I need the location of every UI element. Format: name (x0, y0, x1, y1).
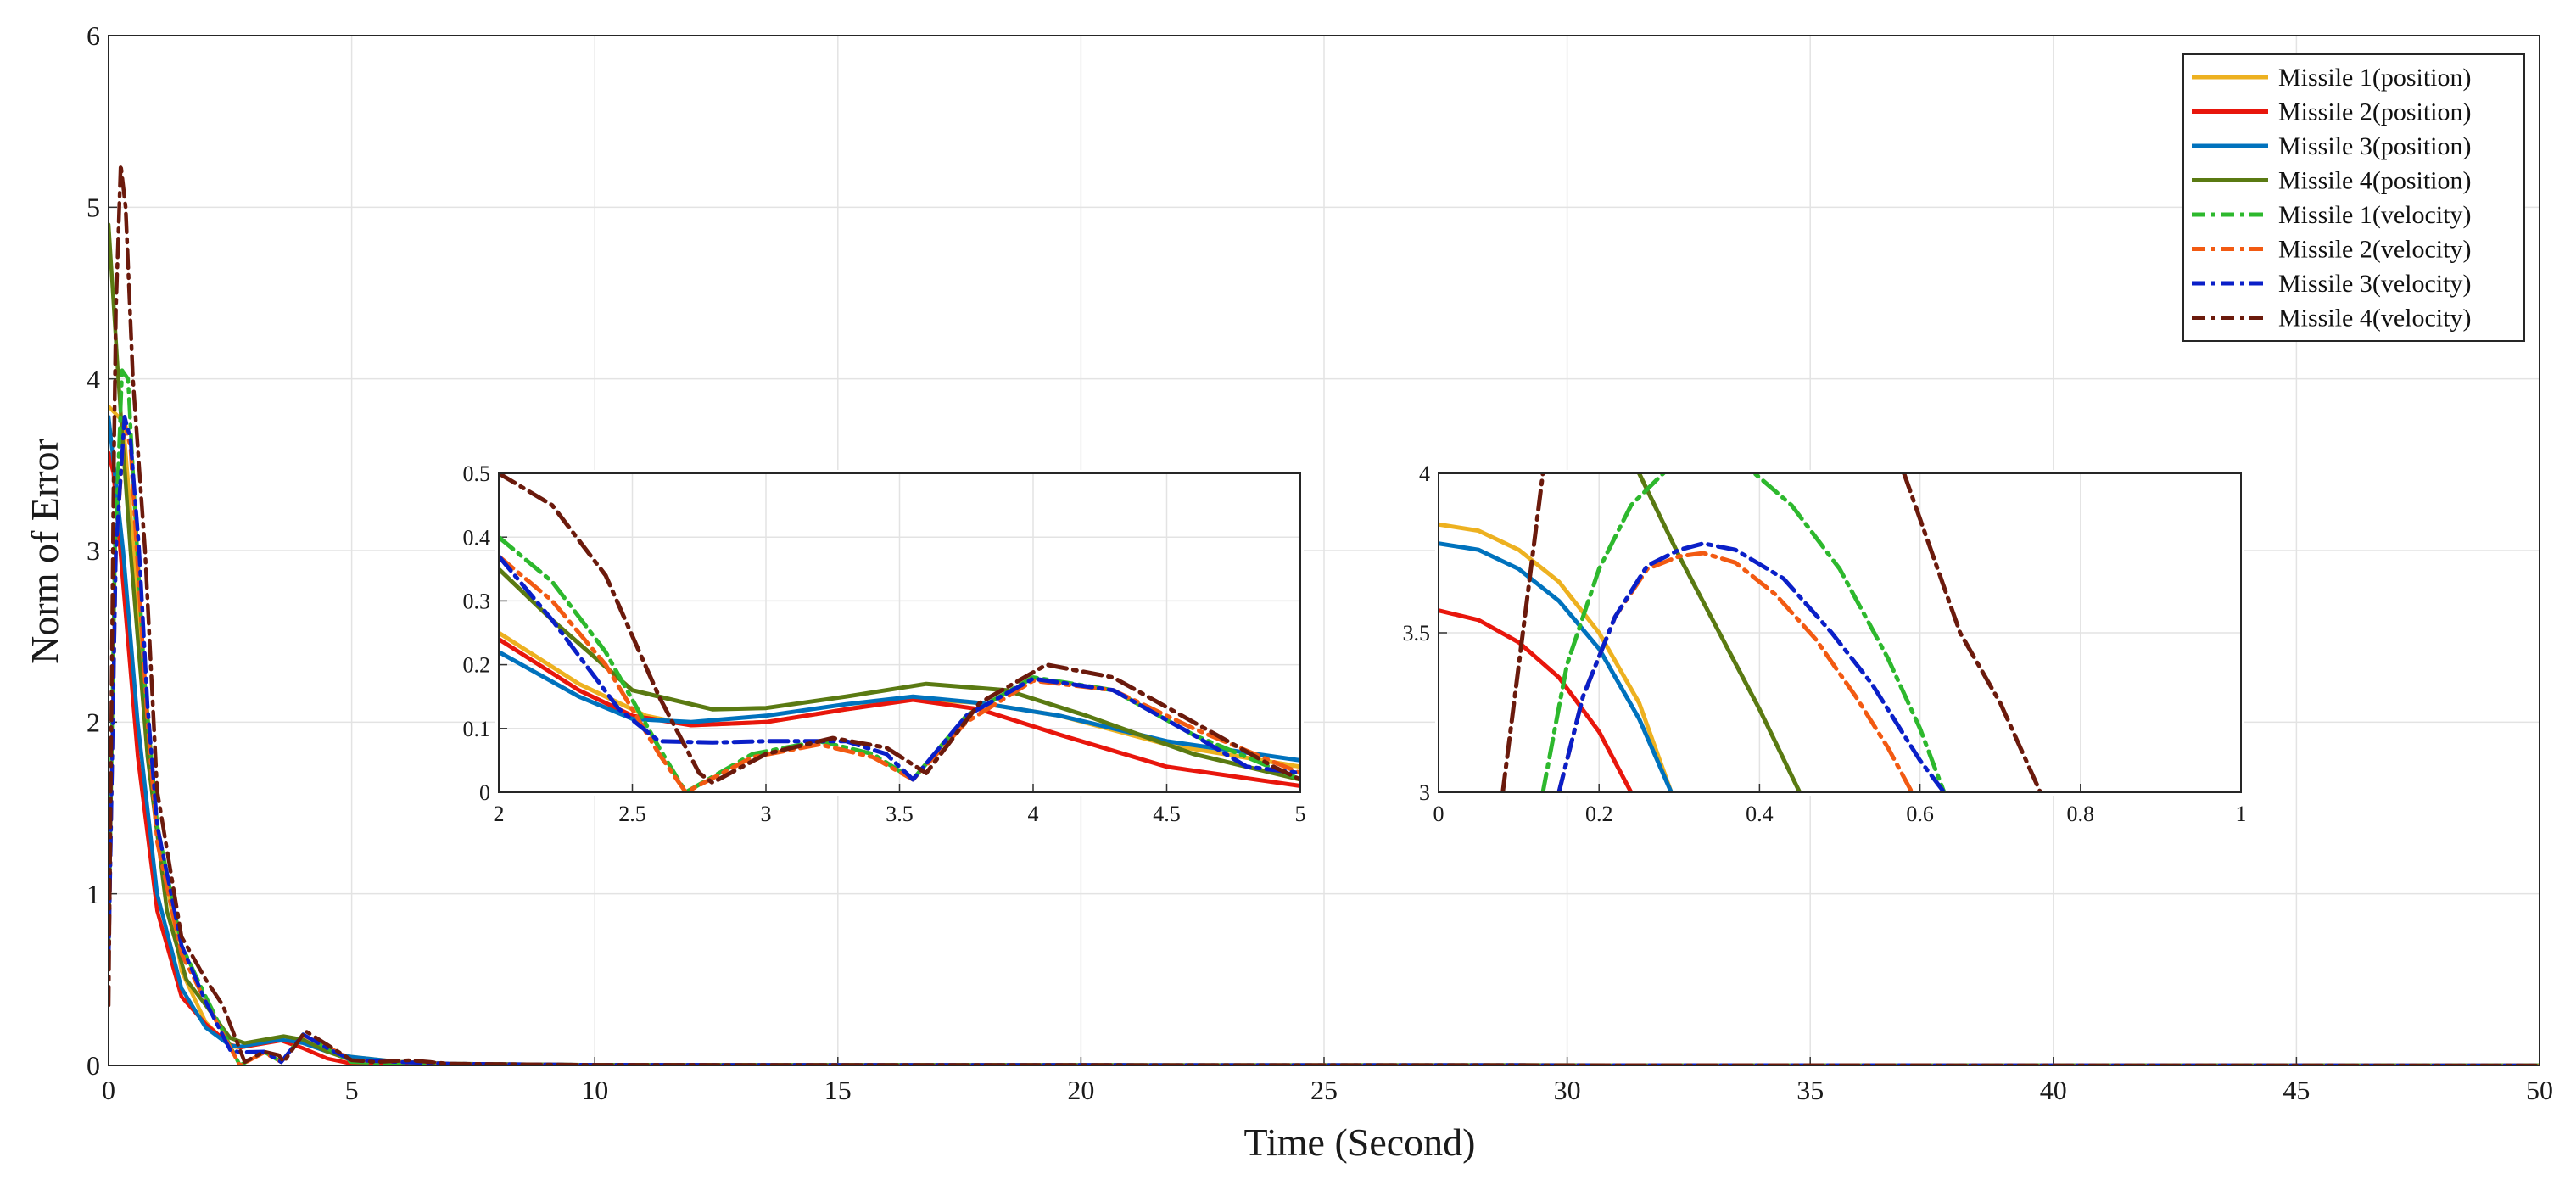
inset-1-series-line-8 (1500, 473, 1545, 792)
inset-0-x-tick-label: 2 (494, 802, 505, 826)
inset-0-series-line-2 (499, 637, 1300, 788)
legend-label: Missile 3(velocity) (2278, 270, 2471, 298)
inset-0-y-tick-label: 0 (479, 780, 490, 805)
inset-0-y-tick-label: 0.2 (463, 653, 491, 678)
inset-0-y-tick-label: 0.1 (463, 717, 491, 741)
x-axis-label: Time (Second) (1243, 1121, 1475, 1164)
inset-0-y-tick-label: 0.3 (463, 590, 491, 614)
inset-0-x-tick-label: 4.5 (1153, 802, 1181, 826)
main-x-tick-label: 45 (2283, 1075, 2310, 1105)
main-x-tick-label: 30 (1554, 1075, 1581, 1105)
inset-1-x-tick-label: 0.8 (2067, 802, 2095, 826)
legend-label: Missile 1(velocity) (2278, 201, 2471, 229)
inset-zoom-0-to-1: 0 0.2 0.4 0.6 0.8 1 3 3.5 4 (1403, 461, 2247, 826)
inset-0-y-tick-label: 0.5 (463, 461, 491, 486)
inset-0-x-tick-label: 3 (761, 802, 772, 826)
inset-0-x-tick-label: 5 (1295, 802, 1306, 826)
legend-label: Missile 3(position) (2278, 132, 2472, 160)
main-y-tick-label: 3 (87, 535, 100, 566)
inset-1-x-tick-label: 0.6 (1906, 802, 1934, 826)
inset-1-series-line-7 (1556, 541, 1947, 792)
legend-entry-5: Missile 1(velocity) (2192, 201, 2471, 229)
inset-0-x-tick-label: 4 (1028, 802, 1039, 826)
inset-1-series-line-4 (1637, 473, 1802, 792)
inset-1-y-tick-label: 4 (1419, 461, 1430, 486)
main-x-tick-label: 10 (581, 1075, 608, 1105)
legend-label: Missile 4(velocity) (2278, 305, 2471, 333)
inset-1-x-tick-label: 1 (2236, 802, 2247, 826)
main-x-tick-label: 15 (824, 1075, 852, 1105)
inset-1-series-line-9 (1902, 473, 2042, 792)
inset-0-series-line-7 (499, 554, 1300, 782)
legend-entry-1: Missile 1(position) (2192, 64, 2472, 92)
main-x-tick-label: 0 (102, 1075, 115, 1105)
legend-entry-6: Missile 2(velocity) (2192, 236, 2471, 264)
legend: Missile 1(position) Missile 2(position) Mi… (2182, 53, 2525, 342)
legend-label: Missile 2(position) (2278, 98, 2472, 126)
legend-box (2182, 53, 2525, 342)
inset-0-frame (498, 472, 1301, 793)
inset-1-series-line-5 (1540, 473, 1947, 792)
legend-entry-8: Missile 4(velocity) (2192, 305, 2471, 333)
inset-1-series-line-2 (1439, 608, 1634, 792)
inset-1-series-line-1 (1439, 522, 1674, 792)
legend-label: Missile 1(position) (2278, 64, 2472, 92)
inset-1-x-tick-label: 0 (1433, 802, 1444, 826)
main-x-tick-label: 35 (1796, 1075, 1824, 1105)
legend-entry-4: Missile 4(position) (2192, 167, 2472, 195)
inset-1-frame (1438, 472, 2242, 793)
main-frame (108, 35, 2540, 1066)
inset-0-series-line-8 (499, 473, 1300, 785)
main-series-line-5 (109, 368, 2540, 1065)
y-axis-label: Norm of Error (23, 439, 66, 664)
main-y-tick-label: 2 (87, 707, 100, 738)
main-y-tick-label: 6 (87, 20, 100, 51)
main-x-tick-label: 25 (1310, 1075, 1338, 1105)
inset-1-series-line-3 (1439, 541, 1674, 792)
main-y-tick-label: 0 (87, 1050, 100, 1081)
inset-0-x-tick-label: 3.5 (886, 802, 914, 826)
inset-1-x-tick-label: 0.2 (1585, 802, 1613, 826)
legend-label: Missile 4(position) (2278, 167, 2472, 195)
main-series-line-8 (109, 162, 2540, 1065)
main-x-tick-label: 40 (2040, 1075, 2067, 1105)
main-y-tick-label: 1 (87, 879, 100, 909)
inset-1-y-tick-label: 3.5 (1403, 621, 1431, 646)
main-series-line-6 (109, 420, 2540, 1065)
main-series-lines (109, 162, 2540, 1065)
main-y-tick-label: 5 (87, 193, 100, 223)
main-x-tick-label: 50 (2526, 1075, 2553, 1105)
inset-zoom-2-to-5: 2 2.5 3 3.5 4 4.5 5 0 0.1 0.2 0.3 0.4 0.5 (463, 461, 1306, 826)
legend-label: Missile 2(velocity) (2278, 236, 2471, 264)
main-x-tick-label: 5 (345, 1075, 359, 1105)
legend-entry-3: Missile 3(position) (2192, 132, 2472, 160)
inset-1-x-tick-label: 0.4 (1746, 802, 1774, 826)
inset-0-series-line-3 (499, 650, 1300, 763)
main-x-tick-label: 20 (1067, 1075, 1094, 1105)
inset-0-y-tick-label: 0.4 (463, 525, 491, 550)
main-y-tick-label: 4 (87, 364, 100, 394)
legend-entry-2: Missile 2(position) (2192, 98, 2472, 126)
inset-1-y-tick-label: 3 (1419, 780, 1430, 805)
inset-0-series-lines (499, 473, 1300, 792)
inset-0-x-tick-label: 2.5 (618, 802, 646, 826)
legend-entry-7: Missile 3(velocity) (2192, 270, 2471, 298)
inset-1-series-lines (1439, 473, 2042, 792)
